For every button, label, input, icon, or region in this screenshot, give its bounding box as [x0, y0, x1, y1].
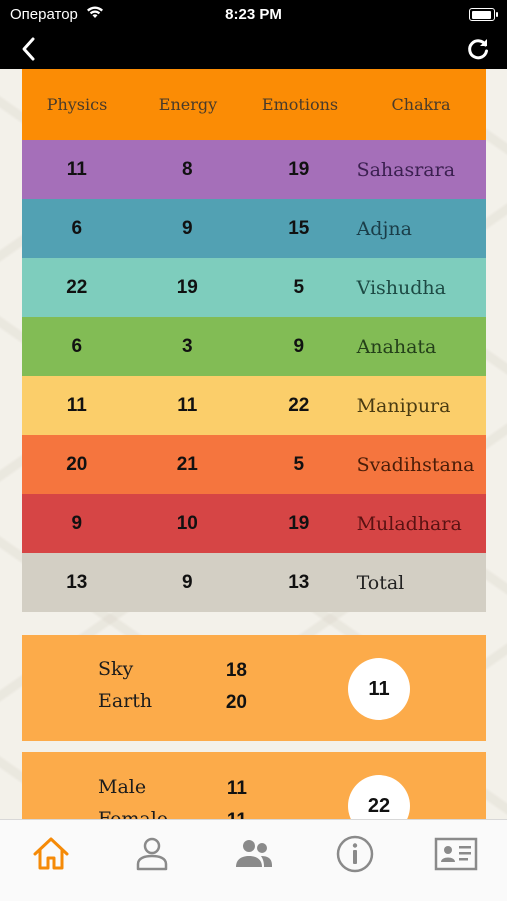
emotions-value: 5	[293, 453, 305, 475]
female-label: Female	[98, 808, 169, 822]
energy-value: 21	[176, 453, 198, 475]
sky-earth-card: Sky 18 Earth 20 11	[22, 635, 486, 741]
battery-icon	[469, 8, 498, 21]
emotions-value: 19	[288, 512, 310, 534]
energy-value: 9	[182, 217, 193, 239]
contact-card-icon[interactable]	[434, 834, 478, 874]
physics-value: 11	[66, 394, 87, 416]
sky-earth-result: 11	[348, 658, 410, 720]
header-energy: Energy	[158, 95, 218, 114]
table-row-total: 13 9 13 Total	[22, 553, 486, 612]
emotions-value: 15	[288, 217, 310, 239]
physics-value: 9	[71, 512, 83, 534]
male-female-result: 22	[348, 775, 410, 822]
physics-value: 6	[71, 217, 83, 239]
table-header: Physics Energy Emotions Chakra	[22, 69, 486, 140]
total-label: Total	[356, 571, 405, 594]
male-label: Male	[98, 776, 147, 798]
energy-value: 19	[176, 276, 198, 298]
table-body: 11 8 19 Sahasrara 6 9 15 Adjna 22 19 5 V…	[22, 140, 486, 612]
physics-value: 20	[66, 453, 88, 475]
table-row[interactable]: 11 11 22 Manipura	[22, 376, 486, 435]
chakra-name: Anahata	[356, 335, 437, 358]
physics-value: 6	[71, 335, 83, 357]
sky-label: Sky	[98, 658, 134, 680]
chakra-table: Physics Energy Emotions Chakra 11 8 19 S…	[22, 69, 486, 612]
refresh-icon[interactable]	[465, 36, 491, 62]
chakra-name: Muladhara	[356, 512, 462, 535]
table-row[interactable]: 6 9 15 Adjna	[22, 199, 486, 258]
male-value: 11	[226, 778, 247, 799]
wifi-icon	[86, 5, 104, 22]
energy-value: 11	[177, 394, 198, 416]
person-icon[interactable]	[132, 834, 172, 874]
table-row[interactable]: 20 21 5 Svadihstana	[22, 435, 486, 494]
info-icon[interactable]	[335, 834, 375, 874]
energy-value: 10	[176, 512, 198, 534]
chevron-left-icon[interactable]	[16, 36, 42, 62]
sky-value: 18	[225, 660, 247, 681]
emotions-value: 19	[288, 158, 310, 180]
chakra-name: Svadihstana	[356, 453, 475, 476]
physics-value: 11	[66, 158, 87, 180]
earth-label: Earth	[98, 690, 153, 712]
energy-total: 9	[182, 571, 193, 593]
chakra-name: Adjna	[356, 217, 412, 240]
earth-value: 20	[225, 692, 247, 713]
header-emotions: Emotions	[261, 95, 339, 114]
energy-value: 3	[182, 335, 193, 357]
emotions-value: 9	[293, 335, 305, 357]
chakra-name: Manipura	[356, 394, 451, 417]
emotions-value: 5	[293, 276, 305, 298]
emotions-value: 22	[288, 394, 310, 416]
status-bar: Оператор 8:23 PM	[0, 0, 507, 30]
table-row[interactable]: 6 3 9 Anahata	[22, 317, 486, 376]
energy-value: 8	[182, 158, 193, 180]
chakra-name: Sahasrara	[356, 158, 456, 181]
home-icon[interactable]	[31, 834, 71, 874]
people-icon[interactable]	[234, 834, 274, 874]
clock: 8:23 PM	[225, 6, 282, 23]
chakra-name: Vishudha	[356, 276, 446, 299]
header-chakra: Chakra	[391, 95, 451, 114]
physics-total: 13	[66, 571, 88, 593]
carrier-label: Оператор	[10, 6, 78, 23]
table-row[interactable]: 22 19 5 Vishudha	[22, 258, 486, 317]
table-row[interactable]: 11 8 19 Sahasrara	[22, 140, 486, 199]
male-female-card: Male 11 Female 11 22	[22, 752, 486, 822]
physics-value: 22	[66, 276, 88, 298]
tab-bar	[0, 819, 507, 901]
header-physics: Physics	[46, 95, 108, 114]
table-row[interactable]: 9 10 19 Muladhara	[22, 494, 486, 553]
navigation-bar	[0, 30, 507, 69]
emotions-total: 13	[288, 571, 310, 593]
